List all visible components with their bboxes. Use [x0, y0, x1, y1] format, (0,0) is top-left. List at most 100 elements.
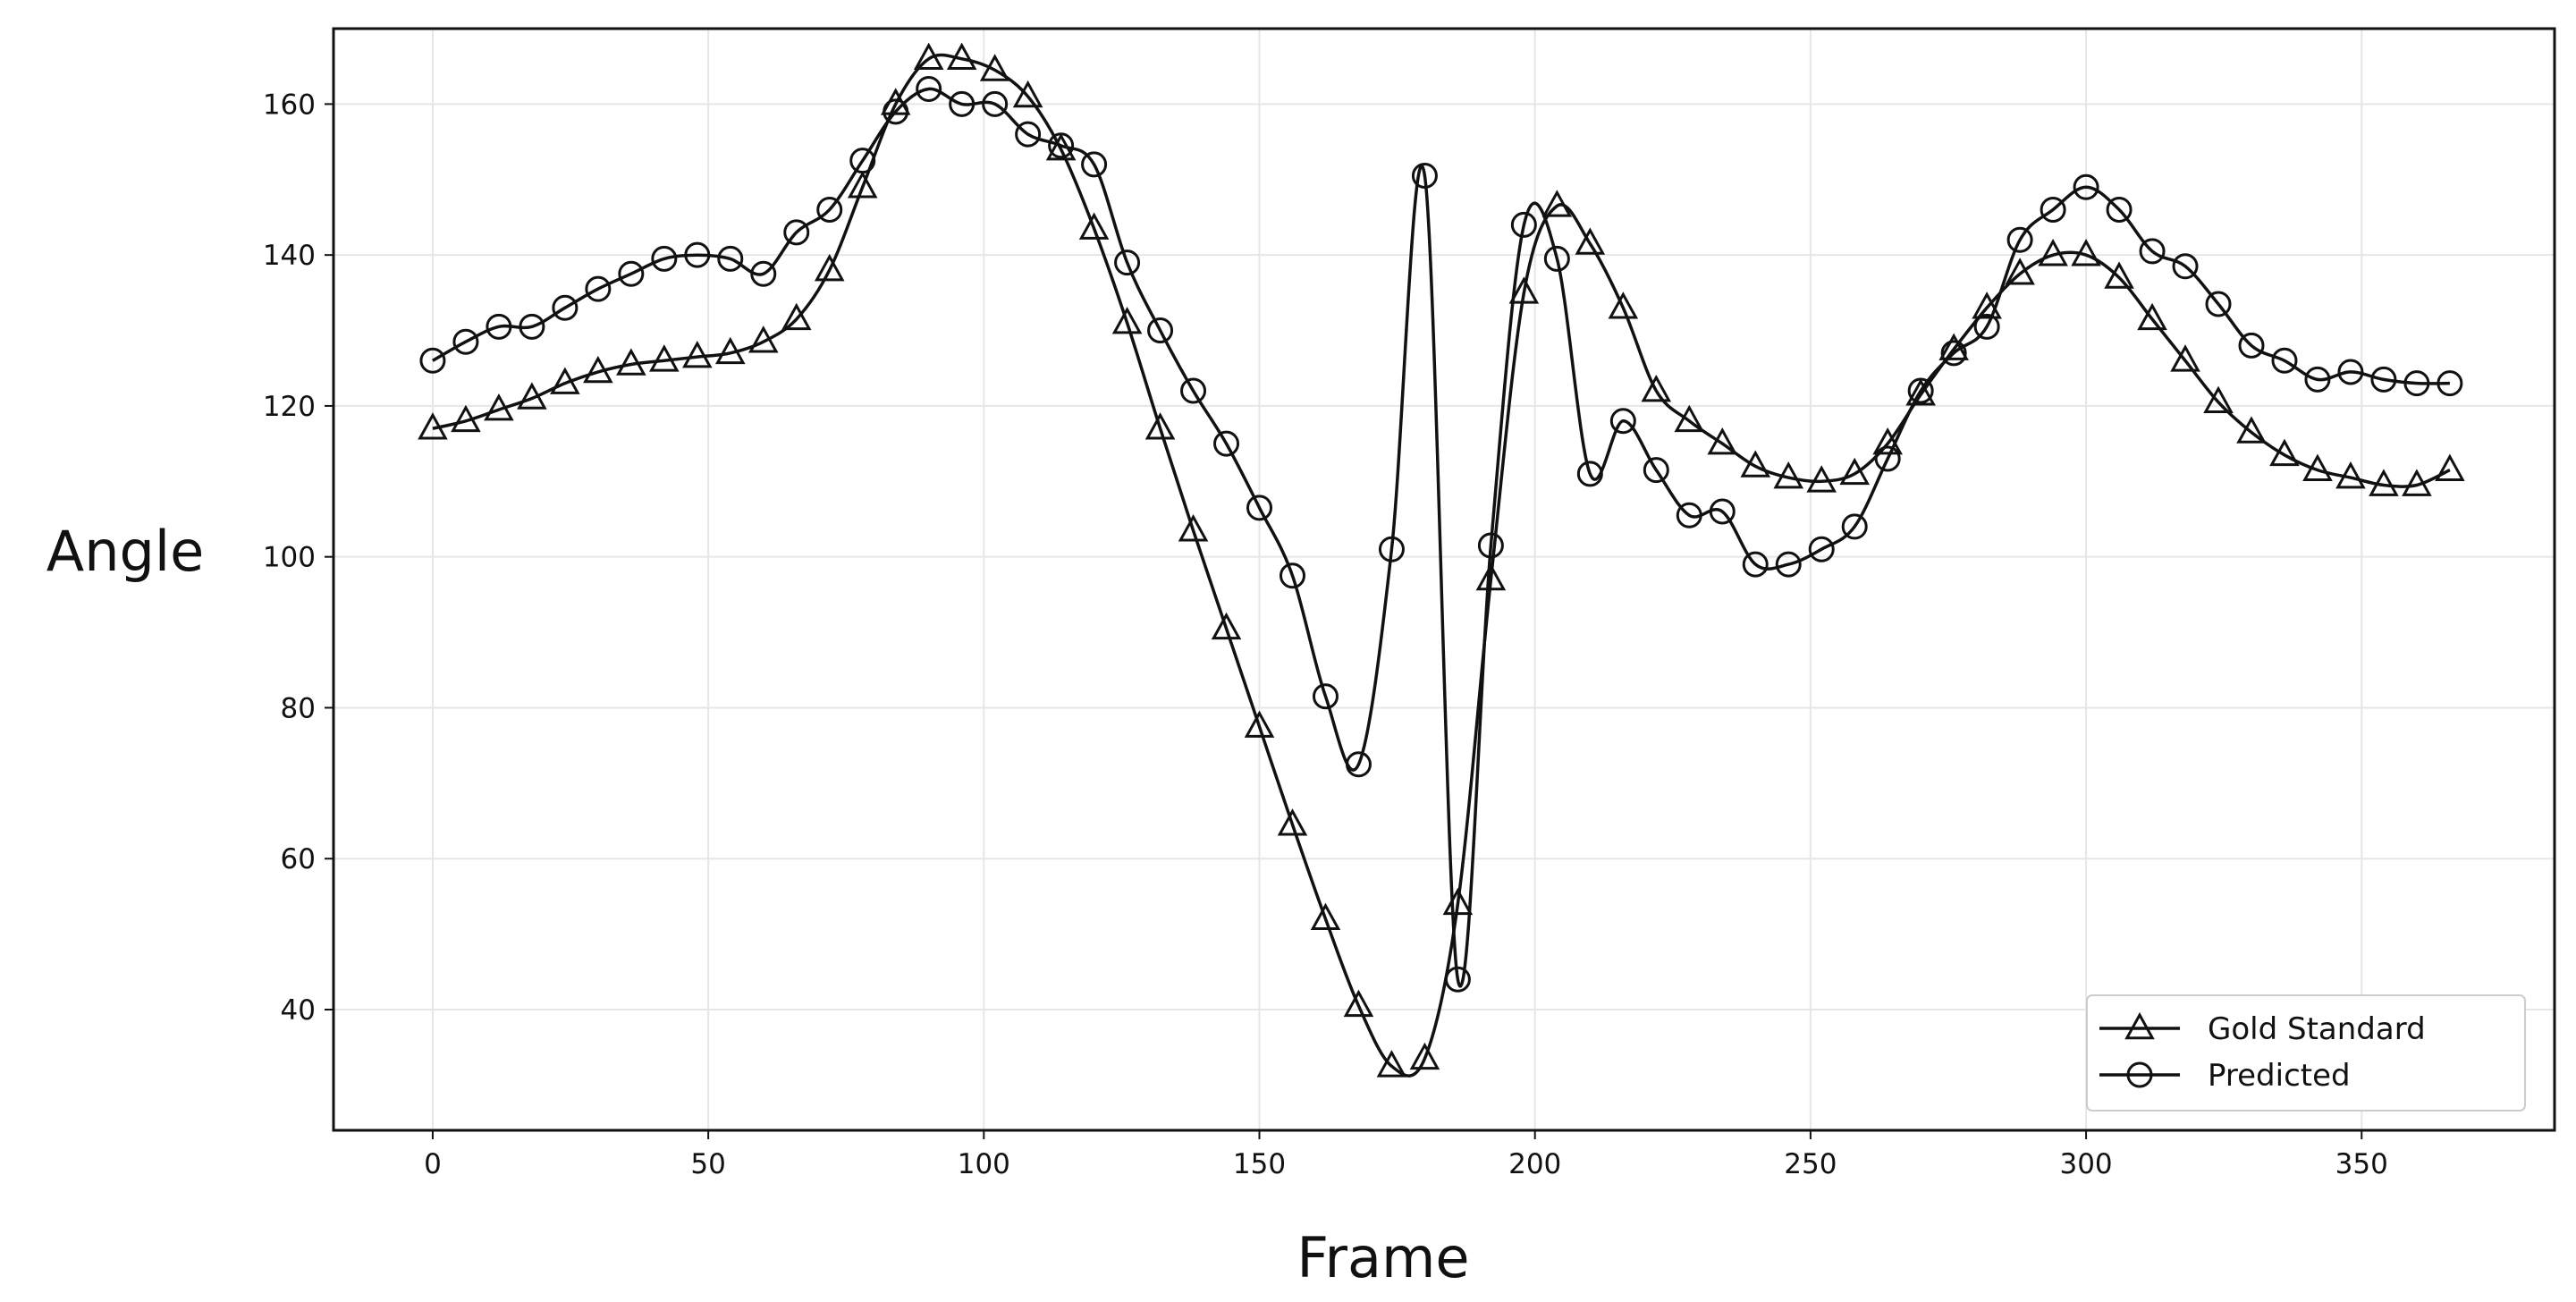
legend-triangle-marker — [2124, 1011, 2155, 1040]
series-circle — [419, 76, 2463, 993]
circle-point — [1081, 151, 1108, 178]
circle-point — [2205, 291, 2232, 317]
triangle-point — [1409, 1042, 1440, 1070]
circle-point — [1246, 495, 1273, 521]
circle-point — [1312, 683, 1339, 710]
y-tick-label: 100 — [263, 542, 316, 574]
x-tick-label: 250 — [1784, 1148, 1837, 1180]
circle-point — [1378, 536, 1405, 562]
triangle-point — [1211, 612, 1242, 640]
circle-point — [2073, 173, 2099, 200]
circle-point — [2139, 238, 2166, 265]
plot-frame — [332, 27, 2556, 1132]
triangle-point — [2170, 344, 2200, 372]
triangle-point — [2005, 258, 2035, 285]
triangle-point — [2038, 239, 2068, 266]
y-tick-label: 40 — [281, 994, 316, 1027]
circle-point — [2271, 347, 2298, 374]
triangle-point — [1972, 292, 2002, 319]
circle-point — [1609, 408, 1636, 435]
circle-point — [684, 241, 711, 268]
triangle-point — [1343, 989, 1374, 1018]
triangle-point — [979, 54, 1010, 81]
triangle-point — [1608, 292, 1639, 319]
triangle-point — [1376, 1050, 1407, 1078]
triangle-point — [1674, 404, 1705, 433]
triangle-point — [1541, 190, 1573, 217]
triangle-point — [781, 302, 812, 331]
triangle-point — [1244, 710, 1275, 738]
circle-point — [750, 260, 777, 287]
circle-point — [519, 313, 545, 340]
triangle-point — [2402, 469, 2432, 496]
y-tick-label: 160 — [263, 89, 316, 121]
circle-point — [1411, 163, 1438, 190]
circle-point — [419, 347, 446, 374]
circle-point — [1444, 966, 1471, 993]
circle-point — [816, 197, 843, 224]
triangle-point — [616, 348, 646, 376]
triangle-point — [1806, 465, 1837, 493]
triangle-point — [418, 412, 448, 440]
legend-label: Gold Standard — [2208, 1011, 2426, 1047]
circle-point — [1742, 551, 1769, 578]
series-line — [432, 87, 2450, 988]
circle-point — [1345, 751, 1372, 778]
triangle-point — [913, 42, 944, 71]
y-tick-label: 140 — [263, 240, 316, 272]
circle-point — [1180, 377, 1207, 404]
circle-point — [1279, 562, 1305, 589]
triangle-point — [550, 367, 580, 394]
circle-point — [1114, 249, 1141, 276]
triangle-point — [1641, 374, 1672, 402]
circle-point — [2403, 370, 2430, 397]
x-tick-label: 150 — [1233, 1148, 1286, 1180]
circle-point — [2304, 366, 2331, 393]
circle-point — [1973, 313, 2000, 340]
triangle-point — [451, 404, 481, 433]
circle-point — [717, 245, 744, 272]
legend-box — [2086, 994, 2526, 1112]
circle-point — [1510, 211, 1537, 238]
triangle-point — [517, 382, 547, 410]
circle-point — [1015, 121, 1042, 148]
triangle-point — [1575, 227, 1606, 255]
legend-label: Predicted — [2208, 1058, 2351, 1094]
triangle-point — [814, 253, 845, 282]
y-tick-label: 120 — [263, 391, 316, 423]
y-tick-label: 80 — [281, 692, 316, 724]
legend-item-circle: Predicted — [2099, 1058, 2351, 1094]
circle-point — [1576, 461, 1603, 487]
triangle-point — [682, 340, 713, 368]
circle-point — [1643, 457, 1669, 484]
circle-point — [585, 275, 612, 302]
circle-point — [1213, 430, 1240, 457]
circle-point — [1775, 551, 1802, 578]
y-axis-title: Angle — [46, 519, 204, 584]
triangle-point — [847, 171, 878, 199]
circle-point — [1874, 445, 1901, 472]
triangle-point — [946, 42, 977, 71]
gridlines — [334, 29, 2555, 1130]
circle-point — [1808, 536, 1835, 562]
circle-point — [1709, 498, 1736, 525]
circle-point — [2370, 366, 2397, 393]
x-tick-label: 100 — [958, 1148, 1010, 1180]
circle-point — [849, 148, 876, 174]
circle-point — [1147, 317, 1174, 344]
triangle-point — [1277, 808, 1308, 836]
series-line — [432, 53, 2451, 1078]
axes-layer: 0 50 100 150 200 250 300 350 40 60 80 100 120 140 160 F… — [46, 27, 2556, 1290]
series-triangle — [418, 42, 2465, 1078]
circle-point — [2172, 253, 2199, 280]
x-tick-label: 350 — [2335, 1148, 2388, 1180]
circle-point — [1048, 132, 1075, 159]
x-tick-label: 200 — [1508, 1148, 1561, 1180]
triangle-point — [1839, 457, 1870, 486]
triangle-point — [1740, 450, 1771, 478]
circle-point — [916, 76, 942, 103]
x-tick-label: 50 — [690, 1148, 725, 1180]
circle-point — [783, 219, 810, 246]
